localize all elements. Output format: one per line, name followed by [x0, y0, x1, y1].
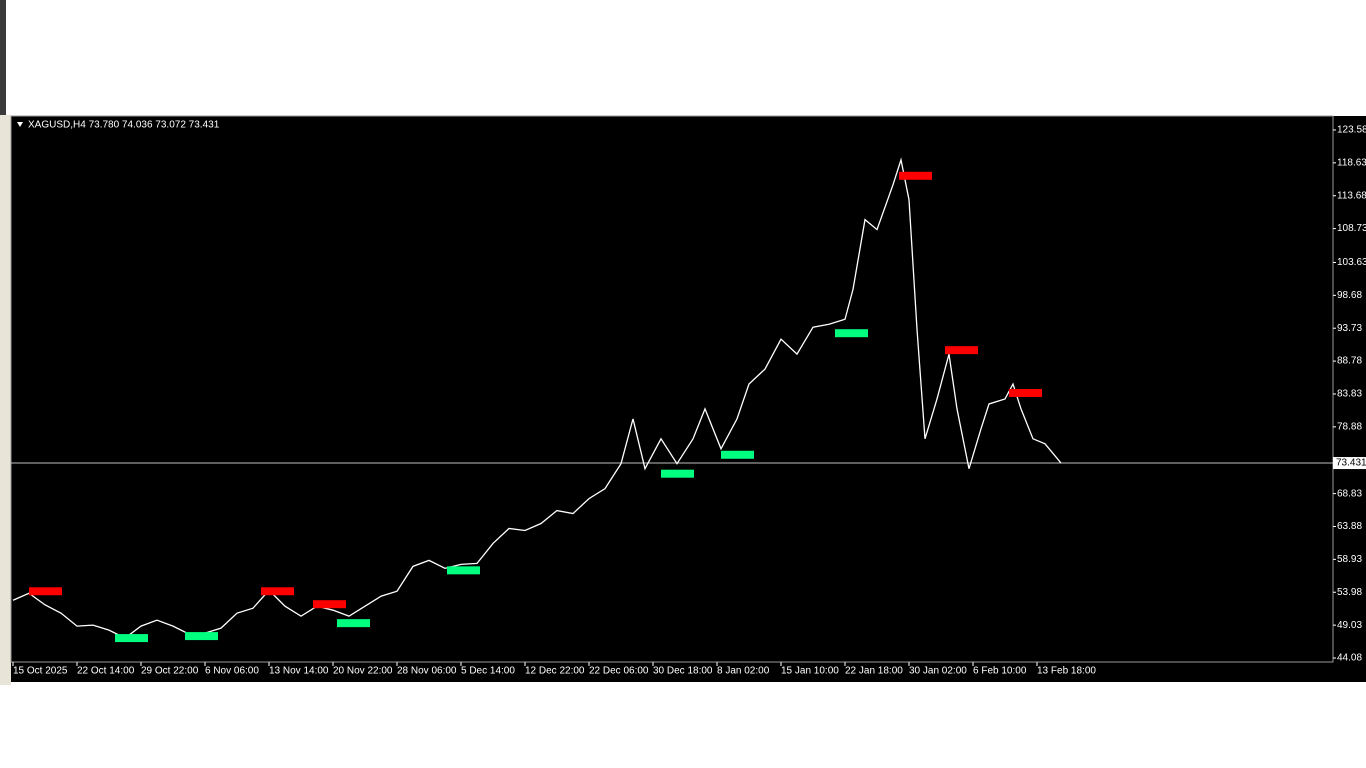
y-tick-label: 63.88 — [1337, 521, 1362, 532]
y-tick-label: 68.83 — [1337, 488, 1362, 499]
left-panel — [0, 115, 11, 685]
y-tick-label: 49.03 — [1337, 620, 1362, 631]
y-tick-label: 88.78 — [1337, 356, 1362, 367]
signal-marker — [337, 619, 370, 628]
y-tick-label: 108.73 — [1337, 223, 1366, 234]
x-tick-label: 28 Nov 06:00 — [397, 666, 457, 677]
x-tick-label: 20 Nov 22:00 — [333, 666, 393, 677]
signal-marker — [447, 566, 480, 575]
x-tick-label: 15 Jan 10:00 — [781, 666, 839, 677]
chart-header: XAGUSD,H4 73.780 74.036 73.072 73.431 — [28, 120, 220, 131]
symbol-menu-arrow[interactable] — [17, 122, 23, 127]
x-tick-label: 6 Nov 06:00 — [205, 666, 259, 677]
signal-marker — [945, 346, 978, 355]
x-tick-label: 15 Oct 2025 — [13, 666, 68, 677]
y-tick-label: 83.83 — [1337, 389, 1362, 400]
x-tick-label: 13 Nov 14:00 — [269, 666, 329, 677]
x-tick-label: 22 Oct 14:00 — [77, 666, 135, 677]
current-price-label: 73.431 — [1336, 458, 1366, 469]
signal-marker — [899, 171, 932, 180]
signal-marker — [1009, 388, 1042, 397]
signal-marker — [261, 587, 294, 596]
x-tick-label: 30 Dec 18:00 — [653, 666, 713, 677]
x-tick-label: 8 Jan 02:00 — [717, 666, 770, 677]
signal-marker — [721, 450, 754, 459]
y-tick-label: 93.73 — [1337, 323, 1362, 334]
x-tick-label: 22 Jan 18:00 — [845, 666, 903, 677]
y-tick-label: 58.93 — [1337, 554, 1362, 565]
current-price-box — [1333, 457, 1366, 470]
x-tick-label: 13 Feb 18:00 — [1037, 666, 1096, 677]
plot-frame — [10, 115, 1334, 663]
y-tick-label: 44.08 — [1337, 653, 1362, 664]
y-tick-label: 113.68 — [1337, 190, 1366, 201]
x-tick-label: 22 Dec 06:00 — [589, 666, 649, 677]
y-tick-label: 103.63 — [1337, 257, 1366, 268]
y-tick-label: 98.68 — [1337, 290, 1362, 301]
signal-marker — [185, 632, 218, 641]
signal-marker — [661, 469, 694, 478]
signal-marker — [29, 587, 62, 596]
y-tick-label: 118.63 — [1337, 157, 1366, 168]
x-tick-label: 6 Feb 10:00 — [973, 666, 1027, 677]
signal-marker — [835, 329, 868, 338]
left-edge — [0, 0, 6, 115]
y-tick-label: 53.98 — [1337, 587, 1362, 598]
plot-area: 123.58 118.63 113.68 108.73 103.63 98.68 93.73… — [11, 125, 1366, 677]
signal-marker — [115, 634, 148, 643]
x-tick-label: 30 Jan 02:00 — [909, 666, 967, 677]
y-tick-label: 123.58 — [1337, 125, 1366, 136]
x-tick-label: 29 Oct 22:00 — [141, 666, 199, 677]
chart-window — [11, 116, 1366, 682]
x-tick-label: 5 Dec 14:00 — [461, 666, 515, 677]
signal-marker — [313, 600, 346, 609]
x-tick-label: 12 Dec 22:00 — [525, 666, 585, 677]
y-tick-label: 78.88 — [1337, 422, 1362, 433]
